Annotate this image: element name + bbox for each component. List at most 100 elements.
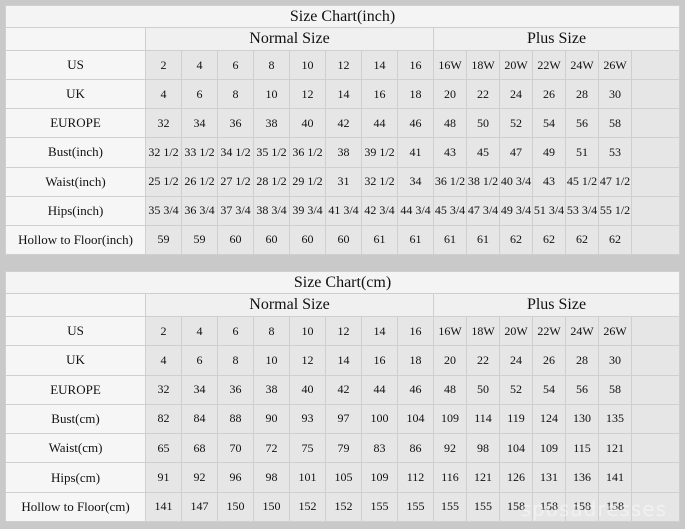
size-cell: 155	[397, 491, 434, 523]
size-cell: 12	[289, 345, 326, 376]
size-cell: 47	[499, 137, 533, 168]
size-cell: 8	[253, 315, 290, 347]
table-row: EUROPE 32 34 36 38 40 42 44 46 48 50 52 54 56 58	[5, 108, 680, 139]
size-cell: 20	[433, 345, 467, 376]
size-cell: 6	[181, 79, 218, 110]
size-cell: 31	[325, 166, 362, 197]
row-label: Bust(inch)	[5, 137, 146, 168]
row-label: US	[5, 49, 146, 81]
size-cell: 155	[433, 491, 467, 523]
empty-cell	[631, 137, 680, 168]
size-cell: 40 3/4	[499, 166, 533, 197]
size-cell: 50	[466, 374, 500, 405]
size-cell: 158	[598, 491, 632, 523]
size-cell: 54	[532, 108, 566, 139]
size-cell: 6	[217, 49, 254, 81]
size-cell: 25 1/2	[145, 166, 182, 197]
empty-cell	[631, 345, 680, 376]
empty-cell	[631, 374, 680, 405]
row-label: Waist(cm)	[5, 433, 146, 464]
size-cell: 104	[397, 403, 434, 435]
size-cell: 98	[466, 433, 500, 464]
size-cell: 116	[433, 462, 467, 493]
size-cell: 14	[361, 315, 398, 347]
size-cell: 49	[532, 137, 566, 168]
size-cell: 93	[289, 403, 326, 435]
empty-cell	[631, 315, 680, 347]
table-row: Bust(inch) 32 1/2 33 1/2 34 1/2 35 1/2 36 1/2…	[5, 137, 680, 168]
size-cell: 60	[325, 224, 362, 256]
size-cell: 101	[289, 462, 326, 493]
empty-cell	[631, 195, 680, 226]
size-cell: 109	[532, 433, 566, 464]
watermark: sposadresses	[520, 497, 667, 521]
size-cell: 44	[361, 108, 398, 139]
row-label: EUROPE	[5, 108, 146, 139]
size-cell: 14	[361, 49, 398, 81]
size-cell: 130	[565, 403, 599, 435]
title-row: Size Chart(cm)	[5, 271, 680, 294]
size-cell: 72	[253, 433, 290, 464]
size-cell: 92	[181, 462, 218, 493]
size-cell: 39 1/2	[361, 137, 398, 168]
size-cell: 20W	[499, 315, 533, 347]
size-cell: 44 3/4	[397, 195, 434, 226]
plus-size-header: Plus Size	[433, 293, 680, 317]
row-label: Hollow to Floor(inch)	[5, 224, 146, 256]
title-row: Size Chart(inch)	[5, 5, 680, 28]
size-cell: 42	[325, 374, 362, 405]
size-cell: 30	[598, 79, 632, 110]
size-cell: 37 3/4	[217, 195, 254, 226]
size-cell: 16	[397, 49, 434, 81]
empty-cell	[631, 224, 680, 256]
size-chart-inch: Size Chart(inch) Normal Size Plus Size US 2 4…	[5, 5, 680, 256]
size-chart-cm: Size Chart(cm) Normal Size Plus Size US 2 4 6 8…	[5, 271, 680, 523]
size-cell: 40	[289, 108, 326, 139]
table-row: Waist(cm) 65 68 70 72 75 79 83 86 92 98 104 109 115 12…	[5, 433, 680, 464]
size-cell: 90	[253, 403, 290, 435]
size-cell: 6	[181, 345, 218, 376]
size-cell: 60	[289, 224, 326, 256]
table-row: UK 4 6 8 10 12 14 16 18 20 22 24 26 28 30	[5, 345, 680, 376]
size-cell: 36 1/2	[433, 166, 467, 197]
size-cell: 141	[598, 462, 632, 493]
size-cell: 136	[565, 462, 599, 493]
size-cell: 152	[325, 491, 362, 523]
row-label: Hips(inch)	[5, 195, 146, 226]
size-cell: 100	[361, 403, 398, 435]
size-cell: 34	[181, 374, 218, 405]
size-cell: 150	[217, 491, 254, 523]
size-cell: 12	[289, 79, 326, 110]
size-cell: 96	[217, 462, 254, 493]
table-row: EUROPE 32 34 36 38 40 42 44 46 48 50 52 54 56 58	[5, 374, 680, 405]
size-cell: 41 3/4	[325, 195, 362, 226]
size-cell: 62	[598, 224, 632, 256]
size-cell: 126	[499, 462, 533, 493]
size-cell: 8	[253, 49, 290, 81]
size-cell: 24W	[565, 49, 599, 81]
size-cell: 158	[499, 491, 533, 523]
size-cell: 22W	[532, 49, 566, 81]
size-cell: 35 1/2	[253, 137, 290, 168]
size-cell: 41	[397, 137, 434, 168]
empty-cell	[631, 108, 680, 139]
size-cell: 39 3/4	[289, 195, 326, 226]
size-cell: 45	[466, 137, 500, 168]
corner-cell	[5, 293, 146, 317]
size-cell: 4	[181, 315, 218, 347]
size-cell: 34 1/2	[217, 137, 254, 168]
size-cell: 155	[361, 491, 398, 523]
size-cell: 147	[181, 491, 218, 523]
size-cell: 2	[145, 49, 182, 81]
table-row: Hips(inch) 35 3/4 36 3/4 37 3/4 38 3/4 39 3/4…	[5, 195, 680, 226]
size-cell: 84	[181, 403, 218, 435]
size-cell: 47 3/4	[466, 195, 500, 226]
size-cell: 32 1/2	[145, 137, 182, 168]
size-cell: 18W	[466, 315, 500, 347]
size-cell: 155	[466, 491, 500, 523]
size-cell: 20W	[499, 49, 533, 81]
size-cell: 158	[532, 491, 566, 523]
size-cell: 45 1/2	[565, 166, 599, 197]
size-cell: 34	[397, 166, 434, 197]
size-cell: 14	[325, 79, 362, 110]
